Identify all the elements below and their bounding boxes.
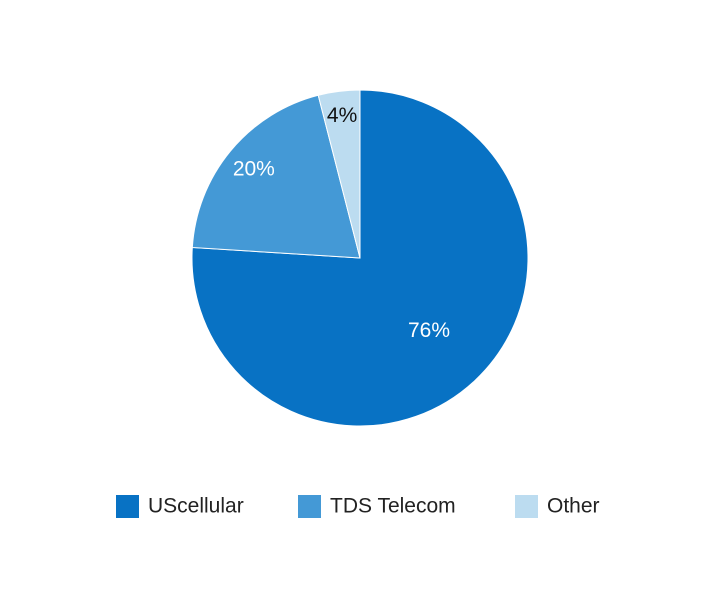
legend-label: TDS Telecom [330, 495, 456, 518]
legend-swatch [515, 495, 538, 518]
value-label: 20% [233, 158, 275, 181]
pie-slice [191, 94, 361, 259]
value-label: 4% [327, 104, 357, 127]
legend-swatch [116, 495, 139, 518]
legend-label: Other [547, 495, 600, 518]
value-label: 76% [408, 319, 450, 342]
pie-slice [191, 89, 529, 427]
pie-slice [317, 89, 361, 259]
legend-label: UScellular [148, 495, 244, 518]
legend-swatch [298, 495, 321, 518]
